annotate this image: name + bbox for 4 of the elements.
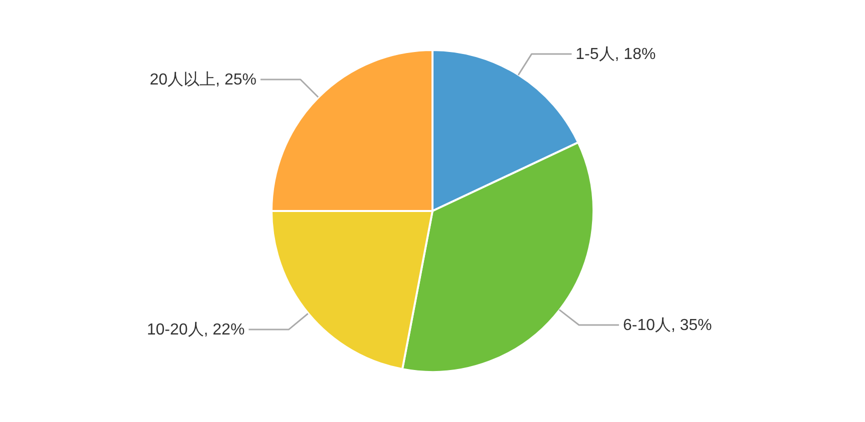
slice-label: 6-10人, 35%: [622, 317, 712, 334]
slice-label: 1-5人, 18%: [576, 46, 656, 63]
slice-label: 10-20人, 22%: [146, 322, 245, 339]
slice-label: 20人以上, 25%: [150, 70, 256, 88]
